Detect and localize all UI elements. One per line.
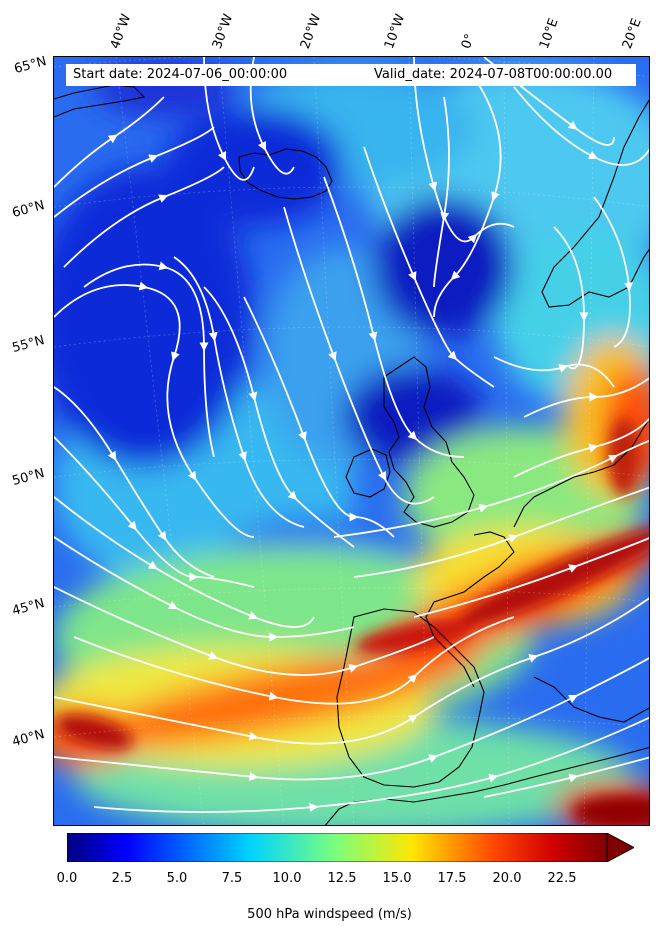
colorbar-tick: 7.5 bbox=[221, 871, 243, 886]
colorbar-tick: 17.5 bbox=[437, 871, 467, 886]
lon-label-40w: 40°W bbox=[107, 12, 135, 51]
lon-label-10e: 10°E bbox=[536, 16, 562, 51]
british-isles-coast bbox=[383, 356, 475, 528]
colorbar-tick: 12.5 bbox=[327, 871, 357, 886]
med-coast bbox=[533, 676, 649, 723]
start-date-label: Start date: 2024-07-06_00:00:00 bbox=[73, 67, 288, 82]
lat-label-50n: 50°N bbox=[10, 466, 47, 489]
colorbar-tick: 20.0 bbox=[492, 871, 522, 886]
lon-label-20e: 20°E bbox=[619, 16, 645, 51]
valid-date-label: Valid_date: 2024-07-08T00:00:00.00 bbox=[374, 67, 613, 82]
lon-label-0: 0° bbox=[458, 31, 479, 51]
windspeed-contours bbox=[54, 57, 649, 825]
colorbar-label: 500 hPa windspeed (m/s) bbox=[247, 907, 412, 922]
lat-label-65n: 65°N bbox=[12, 54, 49, 77]
colorbar-tick: 5.0 bbox=[166, 871, 188, 886]
colorbar-tick: 2.5 bbox=[111, 871, 133, 886]
lat-label-60n: 60°N bbox=[10, 198, 47, 221]
colorbar-tick: 0.0 bbox=[56, 871, 78, 886]
iceland-coast bbox=[238, 148, 333, 200]
colorbar-tick: 15.0 bbox=[382, 871, 412, 886]
colorbar-tick: 10.0 bbox=[272, 871, 302, 886]
date-header bbox=[66, 64, 636, 86]
colorbar-tick: 22.5 bbox=[547, 871, 577, 886]
greenland-coast bbox=[54, 84, 146, 118]
lat-label-40n: 40°N bbox=[10, 727, 47, 750]
scandinavia-coast bbox=[541, 99, 649, 308]
colorbar bbox=[67, 833, 634, 862]
lon-label-20w: 20°W bbox=[297, 12, 325, 51]
windspeed-field bbox=[54, 57, 649, 825]
lon-label-30w: 30°W bbox=[209, 12, 237, 51]
lon-label-10w: 10°W bbox=[381, 12, 409, 51]
map-panel bbox=[53, 56, 650, 826]
colorbar-gradient bbox=[67, 833, 608, 862]
streamlines bbox=[54, 57, 649, 813]
colorbar-extend-max bbox=[606, 833, 634, 862]
lat-label-45n: 45°N bbox=[10, 596, 47, 619]
lat-label-55n: 55°N bbox=[10, 333, 47, 356]
